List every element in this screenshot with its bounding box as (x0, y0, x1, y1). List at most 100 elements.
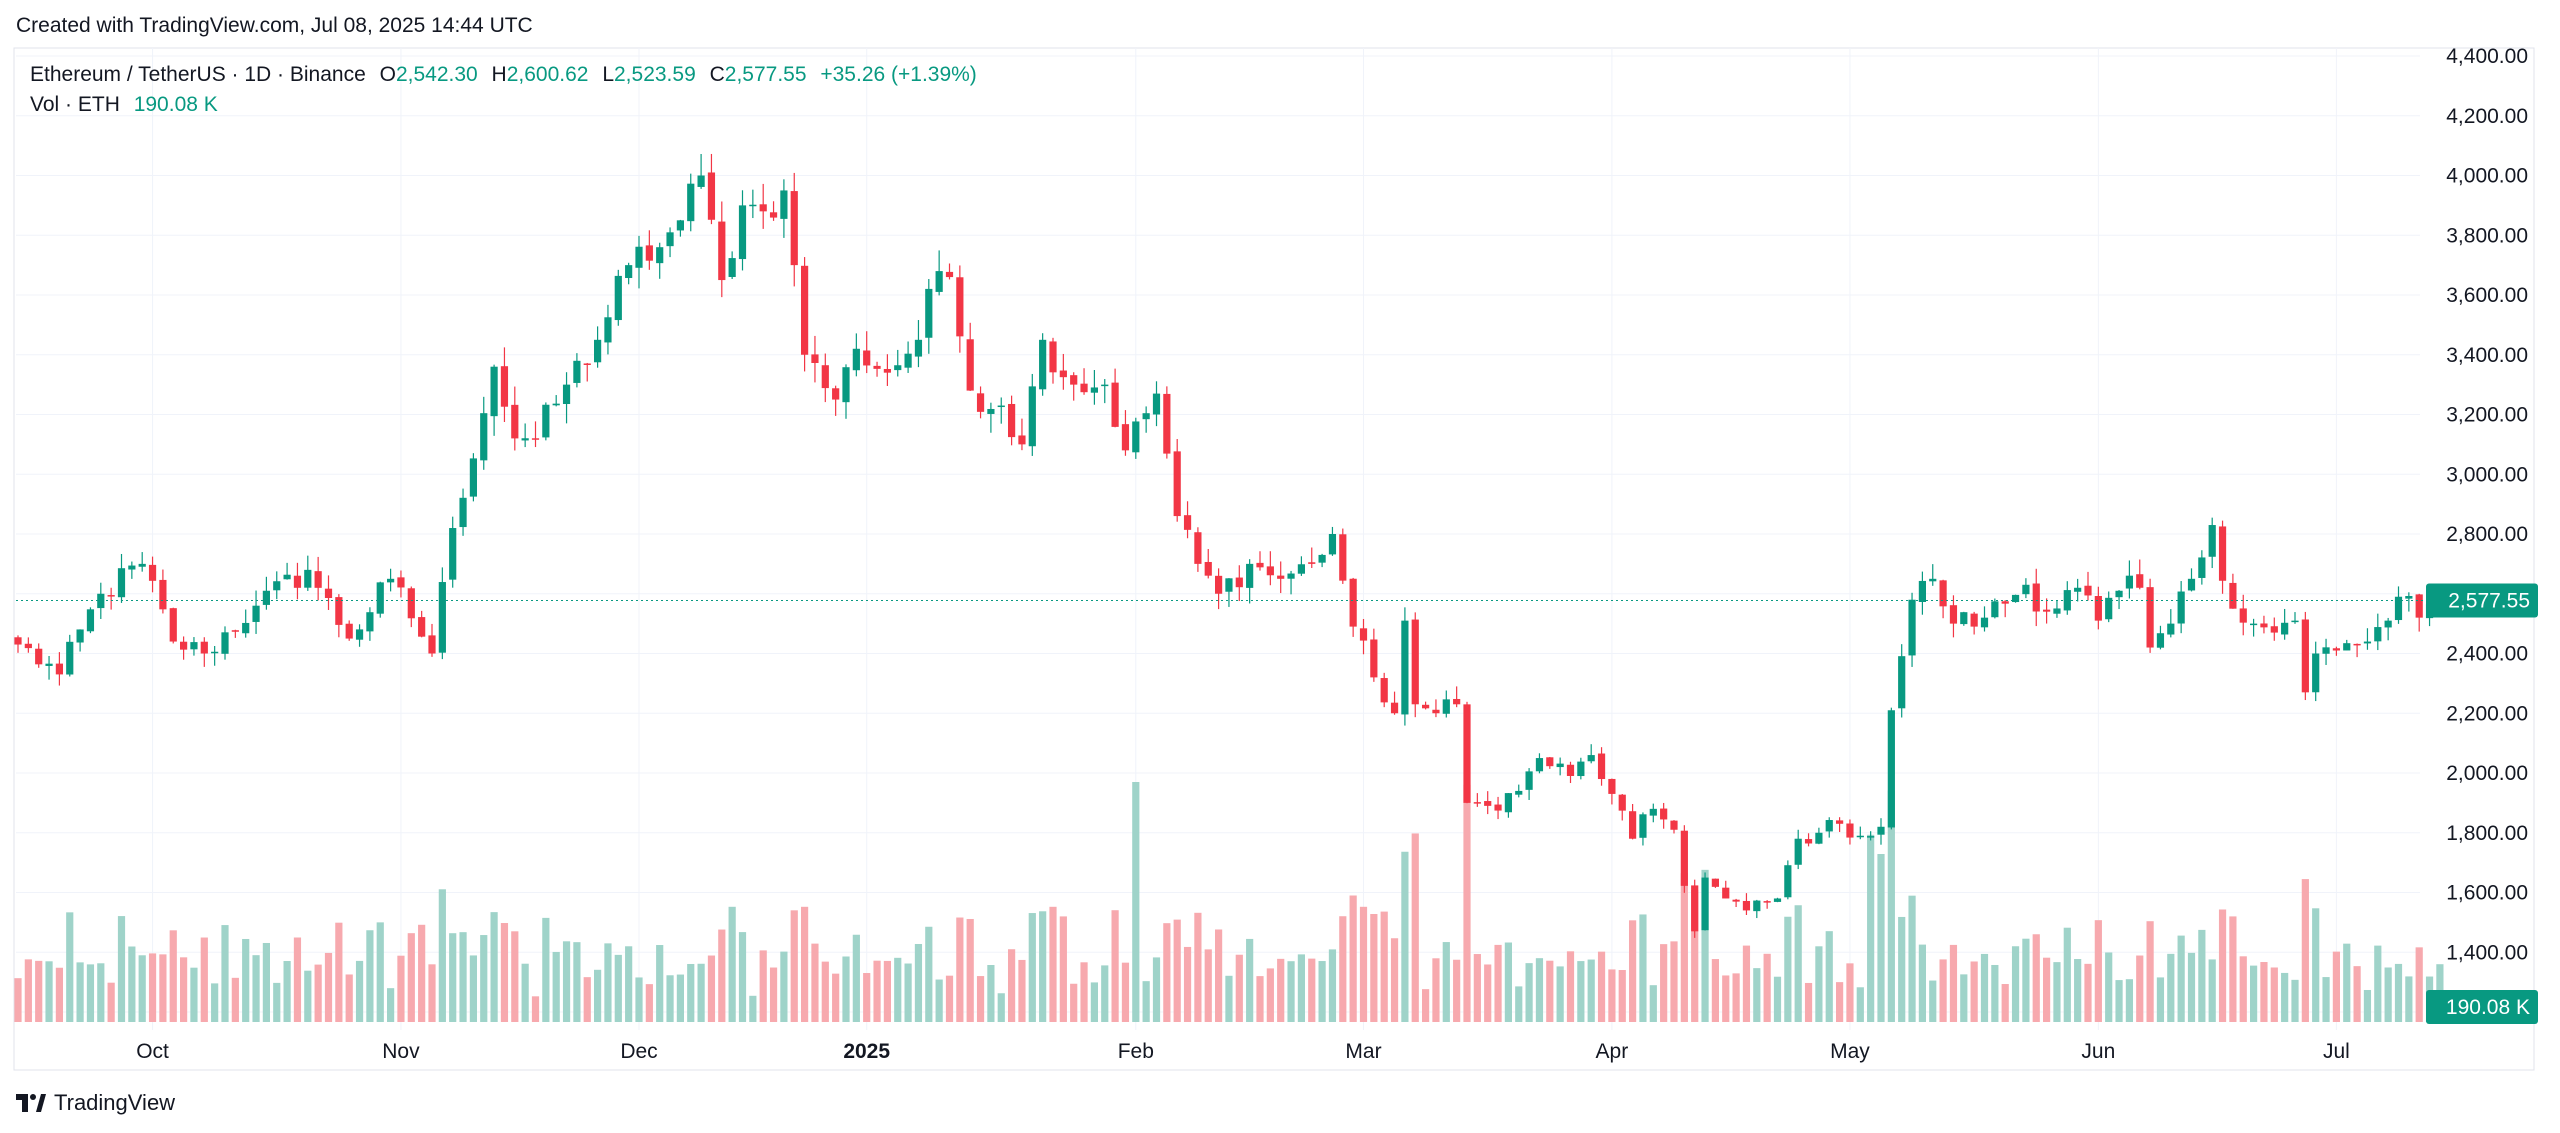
volume-bar (531, 996, 540, 1022)
candle-body (2198, 557, 2206, 578)
volume-bar (2332, 951, 2340, 1022)
volume-bar (2146, 921, 2154, 1022)
candle-body (211, 651, 219, 654)
volume-bar (2115, 980, 2123, 1022)
volume-bar (355, 960, 364, 1022)
symbol-title[interactable]: Ethereum / TetherUS · 1D · Binance (30, 63, 366, 86)
volume-bar (2187, 952, 2196, 1022)
candle-body (2239, 608, 2247, 623)
volume-bar (231, 977, 239, 1022)
candle-body (1784, 865, 1792, 898)
volume-bar (1163, 923, 1171, 1022)
time-tick-label: Oct (136, 1040, 169, 1063)
volume-bar (76, 962, 84, 1022)
volume-bar (1825, 931, 1833, 1022)
candle-body (925, 288, 933, 338)
candle-body (1618, 794, 1626, 811)
candle-body (283, 574, 291, 580)
volume-bar (738, 932, 747, 1022)
candle-body (1980, 617, 1989, 628)
candle-body (2218, 526, 2227, 581)
volume-bar (1390, 938, 1399, 1022)
candle-body (273, 581, 281, 591)
candle-body (1732, 899, 1740, 902)
candle-body (190, 642, 198, 650)
volume-bar (1484, 964, 1492, 1022)
candle-body (1349, 578, 1357, 627)
volume-bar (1246, 938, 1254, 1022)
volume-bar (614, 954, 622, 1022)
candle-body (438, 582, 446, 653)
volume-bar (1070, 983, 1078, 1022)
volume-bar (728, 906, 736, 1022)
candle-body (1173, 451, 1181, 517)
candle-body (987, 408, 995, 414)
volume-bar (24, 959, 32, 1022)
volume-bar (2136, 955, 2144, 1022)
close-label: C (709, 63, 725, 86)
candle-body (45, 663, 53, 666)
candle-body (293, 575, 302, 588)
candle-body (55, 663, 63, 675)
candle-body (1773, 898, 1782, 902)
volume-bar (1815, 946, 1823, 1022)
volume-bar (1453, 959, 1461, 1022)
last-value-badges: 2,577.55 190.08 K (2426, 583, 2538, 1024)
time-axis[interactable]: Oct Nov Dec 2025 Feb Mar Apr May Jun Jul (136, 1040, 2350, 1063)
price-axis[interactable]: 4,400.00 4,200.00 4,000.00 3,800.00 3,600.00… (2446, 45, 2528, 1024)
price-tick-label: 3,000.00 (2446, 463, 2528, 486)
candle-body (1587, 755, 1595, 762)
volume-bar (366, 930, 374, 1022)
candle-body (2291, 620, 2299, 623)
tradingview-brand[interactable]: TradingView (16, 1090, 175, 1116)
candle-body (1266, 566, 1274, 576)
volume-bar (1473, 954, 1481, 1022)
candle-body (966, 339, 974, 391)
volume-bar (418, 924, 426, 1022)
candle-body (676, 220, 684, 231)
volume-bar (1411, 833, 1419, 1022)
candle-body (221, 632, 229, 654)
volume-bar (966, 918, 974, 1022)
last-price-badge-text: 2,577.55 (2448, 589, 2530, 612)
candle-body (1577, 761, 1585, 777)
volume-bar (635, 977, 643, 1022)
candle-body (2167, 623, 2175, 635)
last-volume-badge (2426, 990, 2538, 1024)
candle-body (1991, 601, 1999, 618)
volume-bar (1266, 968, 1274, 1022)
candle-body (718, 221, 726, 281)
volume-bar (769, 967, 778, 1022)
volume-value: 190.08 K (133, 93, 218, 116)
volume-bar (873, 960, 881, 1022)
volume-label[interactable]: Vol · ETH (30, 93, 120, 116)
volume-bar (2001, 984, 2009, 1022)
volume-bar (749, 995, 757, 1022)
volume-bar (1432, 958, 1440, 1022)
volume-bar (1887, 790, 1895, 1022)
candle-body (86, 609, 95, 632)
candle-body (1639, 814, 1647, 838)
candle-body (1556, 763, 1564, 768)
volume-bar (2291, 979, 2299, 1022)
volume-bar (2053, 962, 2061, 1022)
volume-bar (2156, 977, 2165, 1022)
volume-bar (190, 967, 198, 1022)
candle-body (1929, 578, 1937, 582)
volume-bar (304, 970, 312, 1022)
volume-bar (1235, 954, 1243, 1022)
candle-body (583, 363, 591, 365)
candle-body (2363, 641, 2372, 644)
volume-bar (1328, 949, 1337, 1022)
volume-bar (1442, 942, 1450, 1022)
volume-bar (1701, 869, 1709, 1022)
candle-body (1825, 820, 1833, 832)
volume-bar (1401, 851, 1409, 1022)
volume-bar (914, 943, 923, 1022)
volume-bar (1836, 982, 1844, 1022)
volume-bar (1028, 913, 1036, 1022)
brand-name: TradingView (54, 1090, 176, 1115)
candle-body (335, 597, 343, 625)
volume-bar (883, 960, 891, 1022)
